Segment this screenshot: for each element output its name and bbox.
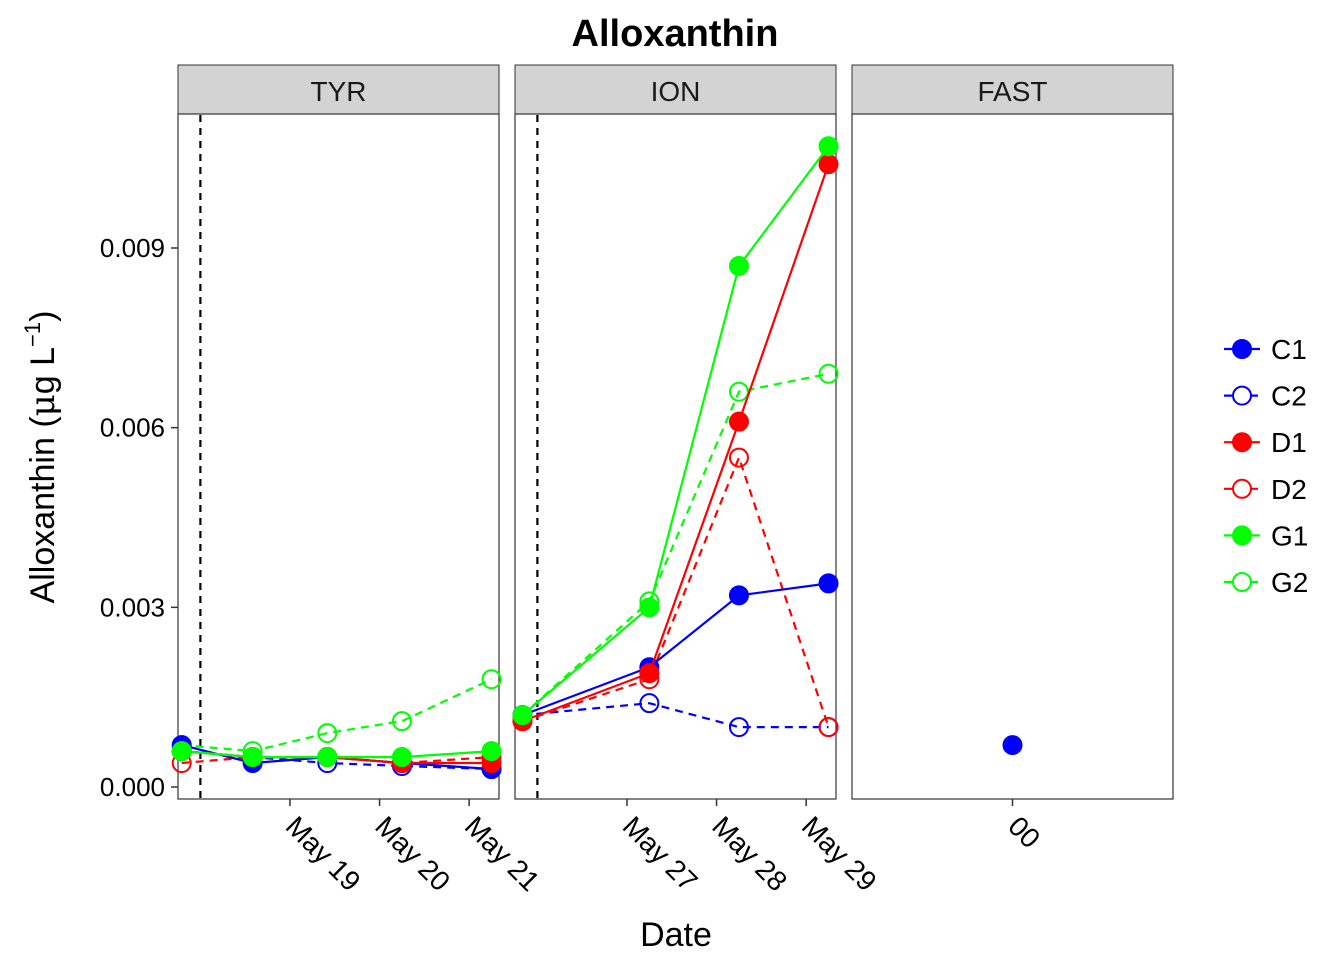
series-line bbox=[522, 702, 829, 729]
data-point bbox=[639, 597, 660, 618]
series-d1 bbox=[512, 154, 839, 732]
data-point bbox=[391, 747, 412, 768]
facet-strip-label: TYR bbox=[311, 76, 367, 107]
legend-key-marker bbox=[1232, 478, 1252, 499]
series-line bbox=[522, 454, 830, 728]
series-line bbox=[522, 582, 829, 717]
x-tick-label: May 21 bbox=[459, 810, 546, 897]
legend-key-marker bbox=[1232, 525, 1252, 546]
data-point bbox=[728, 447, 749, 468]
y-axis-title-suffix: ) bbox=[24, 311, 62, 322]
y-tick-label: 0.000 bbox=[100, 772, 165, 802]
x-tick-label: May 20 bbox=[369, 810, 456, 897]
series-g2 bbox=[171, 669, 502, 762]
legend-label: D1 bbox=[1271, 427, 1307, 458]
data-point bbox=[728, 585, 749, 606]
data-point bbox=[818, 573, 839, 594]
series-line bbox=[521, 372, 829, 716]
facet-strip-label: FAST bbox=[977, 76, 1047, 107]
data-point bbox=[818, 136, 839, 157]
x-tick-label: May 29 bbox=[796, 810, 883, 897]
y-axis-title-mu: μ bbox=[23, 394, 63, 416]
data-point bbox=[1002, 735, 1023, 756]
facet-panel-ion: ION May 27 May 28 May 29 bbox=[512, 64, 883, 897]
series-c1 bbox=[1002, 735, 1023, 756]
facet-panels: TYR May 19 May 20 May 21 ION May 27 May 28 May … bbox=[171, 64, 1174, 897]
legend-item-g2: G2 bbox=[1224, 567, 1308, 598]
data-point bbox=[818, 154, 839, 175]
legend: C1 C2 D1 D2 G1 G2 bbox=[1224, 334, 1308, 598]
y-axis-title-sup: −1 bbox=[20, 322, 45, 347]
x-tick-label: 00 bbox=[1002, 810, 1046, 854]
facet-strip bbox=[514, 64, 837, 115]
data-point bbox=[639, 693, 660, 714]
chart-title: Alloxanthin bbox=[572, 13, 779, 55]
x-tick-label: May 19 bbox=[280, 810, 367, 897]
data-point bbox=[317, 723, 338, 744]
y-tick-label: 0.003 bbox=[100, 592, 165, 622]
data-point bbox=[728, 717, 749, 738]
plot-panel bbox=[514, 113, 837, 800]
series-line bbox=[181, 678, 492, 753]
data-point bbox=[818, 363, 839, 384]
y-tick-label: 0.006 bbox=[100, 413, 165, 443]
series-g1 bbox=[171, 741, 502, 768]
data-point bbox=[639, 663, 660, 684]
data-point bbox=[818, 717, 839, 738]
y-axis: 0.000 0.003 0.006 0.009 bbox=[100, 233, 178, 802]
y-axis-title-prefix: Alloxanthin ( bbox=[24, 416, 62, 604]
data-point bbox=[391, 711, 412, 732]
data-point bbox=[728, 411, 749, 432]
x-tick-label: May 28 bbox=[706, 810, 793, 897]
facet-strip bbox=[851, 64, 1174, 115]
legend-item-c2: C2 bbox=[1224, 381, 1307, 412]
series-line bbox=[521, 145, 830, 716]
data-point bbox=[171, 741, 192, 762]
y-tick-label: 0.009 bbox=[100, 233, 165, 263]
legend-item-d2: D2 bbox=[1224, 474, 1307, 505]
facet-strip-label: ION bbox=[651, 76, 701, 107]
data-point bbox=[481, 741, 502, 762]
legend-key-marker bbox=[1232, 432, 1252, 453]
legend-item-g1: G1 bbox=[1224, 520, 1308, 551]
x-axis-title: Date bbox=[640, 916, 712, 954]
series-line bbox=[522, 163, 830, 723]
x-tick-label: May 27 bbox=[617, 810, 704, 897]
plot-panel bbox=[851, 113, 1174, 800]
legend-label: G2 bbox=[1271, 567, 1308, 598]
legend-item-c1: C1 bbox=[1224, 334, 1307, 365]
legend-label: C1 bbox=[1271, 334, 1307, 365]
data-point bbox=[728, 381, 749, 402]
y-axis-title: Alloxanthin (μg L−1) bbox=[20, 311, 63, 604]
legend-item-d1: D1 bbox=[1224, 427, 1307, 458]
series-g1 bbox=[512, 136, 839, 726]
data-point bbox=[317, 747, 338, 768]
legend-key-marker bbox=[1232, 339, 1252, 359]
data-point bbox=[512, 705, 533, 726]
facet-panel-fast: FAST 00 bbox=[851, 64, 1174, 854]
data-point bbox=[481, 669, 502, 690]
data-point bbox=[728, 255, 749, 276]
legend-key-marker bbox=[1232, 385, 1252, 406]
legend-label: D2 bbox=[1271, 474, 1307, 505]
plot-panel bbox=[177, 113, 500, 800]
legend-key-marker bbox=[1232, 572, 1252, 592]
facet-panel-tyr: TYR May 19 May 20 May 21 bbox=[171, 64, 546, 897]
y-axis-title-unit: g L bbox=[24, 347, 62, 394]
data-point bbox=[242, 747, 263, 768]
facet-strip bbox=[177, 64, 500, 115]
legend-label: C2 bbox=[1271, 381, 1307, 412]
legend-label: G1 bbox=[1271, 520, 1308, 551]
